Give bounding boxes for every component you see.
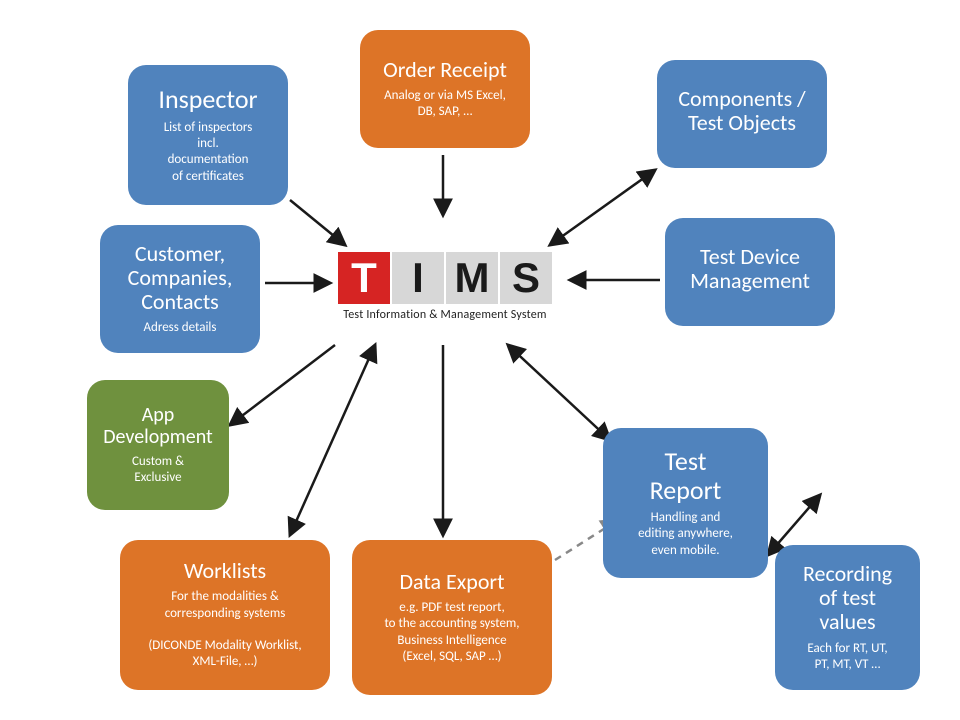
- node-desc: Analog or via MS Excel, DB, SAP, …: [384, 88, 506, 121]
- node-desc: Handling and editing anywhere, even mobi…: [638, 510, 733, 559]
- node-title: Test Report: [650, 447, 722, 504]
- node-test_report: Test Report Handling and editing anywhere…: [603, 428, 768, 578]
- node-components: Components / Test Objects: [657, 60, 827, 168]
- node-title: Test Device Management: [690, 245, 810, 293]
- node-desc: Each for RT, UT, PT, MT, VT …: [807, 641, 887, 674]
- node-desc: For the modalities & corresponding syste…: [148, 589, 301, 670]
- logo-cell: S: [500, 252, 552, 304]
- node-test_device: Test Device Management: [665, 218, 835, 326]
- node-title: App Development: [103, 404, 213, 448]
- node-customer: Customer, Companies, Contacts Adress deta…: [100, 225, 260, 353]
- edge-components: [550, 170, 655, 245]
- node-desc: Custom & Exclusive: [132, 454, 184, 487]
- node-desc: e.g. PDF test report, to the accounting …: [384, 600, 519, 665]
- edge-test_report: [508, 345, 610, 440]
- node-inspector: Inspector List of inspectors incl. docume…: [128, 65, 288, 205]
- edge-app_dev: [230, 345, 335, 425]
- logo-cell: I: [392, 252, 444, 304]
- diagram-canvas: TIMS Test Information & Management Syste…: [0, 0, 960, 720]
- node-recording: Recording of test values Each for RT, UT,…: [775, 545, 920, 690]
- node-worklists: Worklists For the modalities & correspond…: [120, 540, 330, 690]
- logo-cell: T: [338, 252, 390, 304]
- node-title: Inspector: [158, 85, 257, 114]
- node-title: Worklists: [184, 559, 266, 583]
- logo-cell: M: [446, 252, 498, 304]
- node-title: Customer, Companies, Contacts: [128, 242, 233, 315]
- center-logo: TIMS Test Information & Management Syste…: [335, 252, 555, 322]
- node-desc: Adress details: [144, 320, 217, 336]
- node-data_export: Data Export e.g. PDF test report, to the …: [352, 540, 552, 695]
- node-order_receipt: Order Receipt Analog or via MS Excel, DB,…: [360, 30, 530, 148]
- logo-tagline: Test Information & Management System: [335, 308, 555, 322]
- node-title: Order Receipt: [383, 58, 507, 82]
- edge-inspector: [290, 200, 345, 245]
- node-title: Data Export: [400, 570, 505, 594]
- node-title: Components / Test Objects: [678, 87, 805, 135]
- edge-worklists: [290, 345, 375, 535]
- node-title: Recording of test values: [803, 562, 892, 635]
- node-desc: List of inspectors incl. documentation o…: [164, 120, 253, 185]
- node-app_dev: App Development Custom & Exclusive: [87, 380, 229, 510]
